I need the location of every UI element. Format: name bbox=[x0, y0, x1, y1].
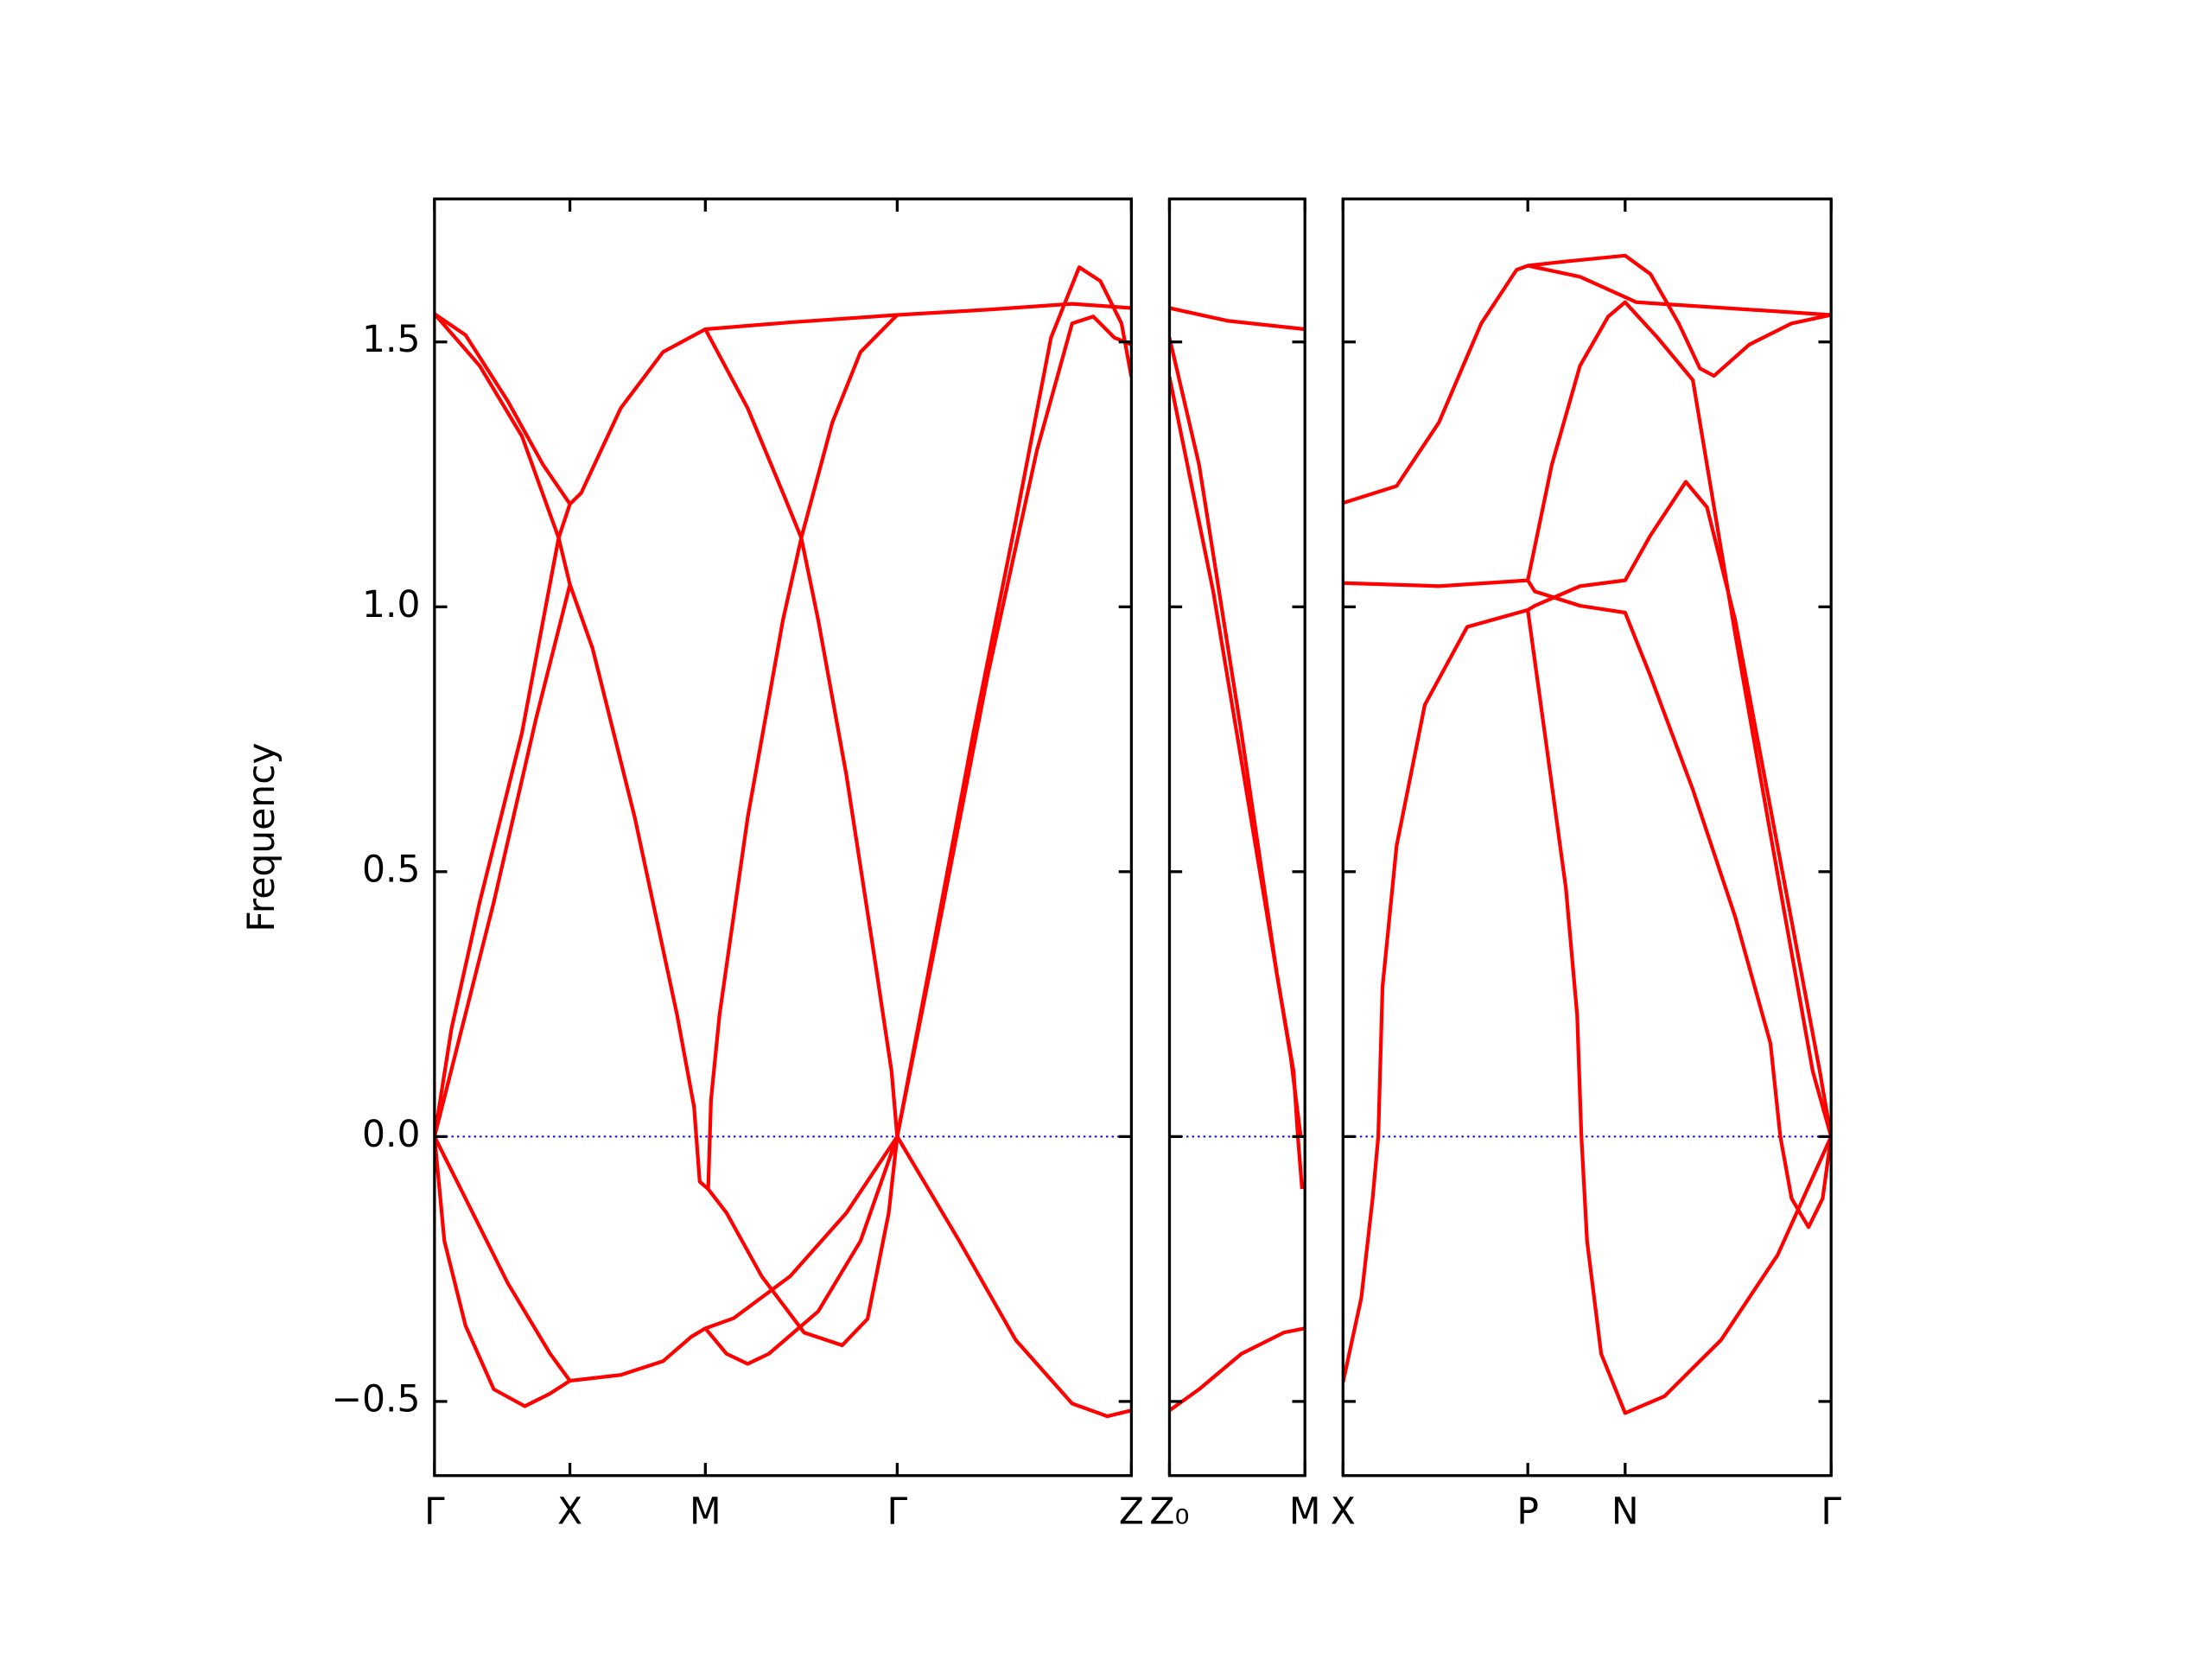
band-line bbox=[895, 265, 1132, 1137]
x-tick-label: M bbox=[1289, 1491, 1321, 1533]
band-line bbox=[434, 312, 899, 1348]
band-line bbox=[1343, 480, 1832, 1383]
plot-area bbox=[434, 265, 1132, 1419]
band-line bbox=[1169, 306, 1306, 332]
band-line bbox=[1526, 609, 1832, 1415]
band-line bbox=[434, 302, 1132, 506]
x-tick-label: Γ bbox=[424, 1491, 445, 1533]
x-tick-label: X bbox=[1331, 1491, 1356, 1533]
y-tick-label: 0.5 bbox=[362, 849, 421, 891]
axes-frame bbox=[1341, 197, 1833, 1478]
band-line bbox=[1343, 578, 1832, 1230]
band-line bbox=[1169, 376, 1303, 1137]
x-tick-label: Γ bbox=[887, 1491, 908, 1533]
band-line bbox=[434, 503, 572, 1137]
y-tick-label: 0.0 bbox=[362, 1114, 421, 1156]
y-tick-label: 1.0 bbox=[362, 584, 421, 626]
band-line bbox=[434, 584, 572, 1137]
band-line bbox=[703, 328, 899, 1137]
band-line bbox=[1527, 264, 1832, 317]
x-tick-label: N bbox=[1611, 1491, 1639, 1533]
x-tick-label: P bbox=[1516, 1491, 1539, 1533]
y-tick-label: −0.5 bbox=[331, 1378, 420, 1421]
y-tick-label: 1.5 bbox=[362, 319, 421, 361]
band-line bbox=[434, 1135, 899, 1383]
x-tick-label: Z₀ bbox=[1149, 1491, 1189, 1533]
band-line bbox=[706, 313, 899, 1190]
plot-area bbox=[1343, 253, 1832, 1415]
x-tick-label: Γ bbox=[1821, 1491, 1841, 1533]
band-line bbox=[895, 315, 1132, 1137]
band-line bbox=[703, 1135, 899, 1366]
band-line bbox=[434, 1136, 571, 1408]
axes-frame bbox=[433, 197, 1134, 1478]
panel: Z₀ M bbox=[1149, 197, 1321, 1533]
x-tick-label: X bbox=[557, 1491, 582, 1533]
axes-frame bbox=[1167, 197, 1306, 1478]
y-axis-label: Frequency bbox=[241, 742, 283, 931]
plot-area bbox=[1169, 306, 1306, 1413]
band-line bbox=[895, 1135, 1132, 1419]
band-line bbox=[1343, 253, 1832, 505]
x-tick-label: Z bbox=[1119, 1491, 1144, 1533]
band-line bbox=[1526, 300, 1832, 1137]
panel: −0.5 0.0 0.5 1.0 1.5 Γ X M Γ Z Frequency bbox=[241, 197, 1144, 1533]
band-line bbox=[1169, 1326, 1306, 1413]
x-tick-label: M bbox=[690, 1491, 721, 1533]
